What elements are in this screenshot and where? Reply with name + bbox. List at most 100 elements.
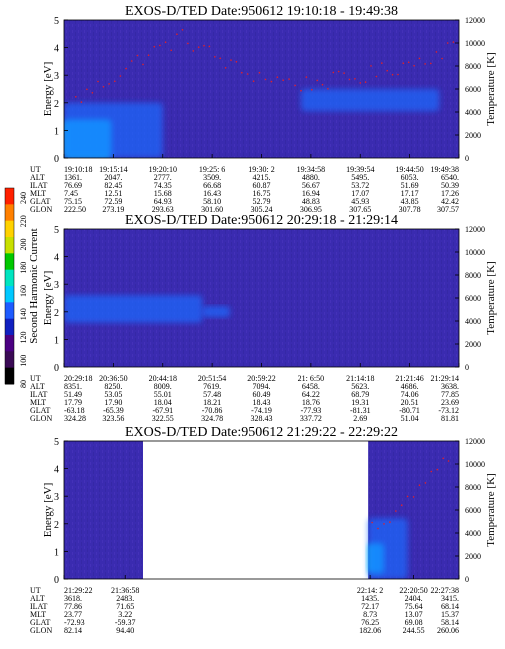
ephemeris-value: -65.39 [103, 406, 124, 415]
temperature-point [246, 73, 249, 75]
ephemeris-value: 20:59:22 [247, 374, 275, 383]
spectrogram-plot-area [64, 20, 459, 158]
ephemeris-value: 71.65 [116, 602, 134, 611]
temperature-point [354, 78, 356, 80]
temperature-point [447, 460, 450, 462]
temperature-point [119, 75, 122, 77]
ephemeris-value: 55.01 [154, 390, 172, 399]
ephemeris-value: 1361. [64, 173, 82, 182]
ephemeris-value: 75.64 [405, 602, 423, 611]
ephemeris-value: 8009. [154, 382, 172, 391]
ephemeris-value: 43.85 [401, 197, 419, 206]
temperature-point [359, 82, 362, 84]
colorbar-segment [5, 188, 14, 205]
temperature-tick-label: 12000 [465, 16, 485, 25]
energy-tick-label: 0 [54, 363, 59, 374]
temperature-axis-label: Temperature [K] [485, 52, 497, 125]
ephemeris-value: 3.22 [118, 610, 132, 619]
ephemeris-value: 76.25 [361, 618, 379, 627]
ephemeris-value: 60.49 [253, 390, 271, 399]
ephemeris-value: 5495. [351, 173, 369, 182]
energy-tick-label: 4 [54, 465, 59, 476]
ephemeris-value: 307.78 [399, 205, 421, 214]
ephemeris-value: 19:25: 6 [199, 165, 225, 174]
ephemeris-value: 58.10 [203, 197, 221, 206]
ephemeris-value: -67.91 [152, 406, 173, 415]
temperature-axis-label: Temperature [K] [485, 473, 497, 546]
ephemeris-value: 2.69 [353, 414, 367, 423]
ephemeris-value: 72.17 [361, 602, 379, 611]
colorbar-tick-label: 140 [19, 308, 28, 320]
ephemeris-row-label: UT [30, 165, 41, 174]
panel-title: EXOS-D/TED Date:950612 19:10:18 - 19:49:… [125, 4, 398, 19]
temperature-point [332, 71, 335, 74]
ephemeris-value: 22:27:38 [431, 586, 459, 595]
spectrogram-panel: EXOS-D/TED Date:950612 19:10:18 - 19:49:… [30, 4, 497, 214]
ephemeris-value: 19:49:38 [431, 165, 459, 174]
ephemeris-value: 305.24 [251, 205, 273, 214]
energy-tick-label: 3 [54, 492, 59, 503]
ephemeris-value: 2777. [154, 173, 172, 182]
colorbar-segment [5, 302, 14, 320]
temperature-point [424, 63, 426, 65]
ephemeris-value: 8250. [104, 382, 122, 391]
ephemeris-value: 307.57 [437, 205, 459, 214]
temperature-point [418, 57, 421, 60]
ephemeris-value: 19:20:10 [149, 165, 177, 174]
ephemeris-value: 51.49 [64, 390, 82, 399]
temperature-point [294, 84, 296, 87]
temperature-point [364, 81, 367, 83]
temperature-tick-label: 4000 [465, 317, 481, 326]
temperature-point [453, 439, 455, 441]
panel-title: EXOS-D/TED Date:950612 21:29:22 - 22:29:… [125, 425, 398, 440]
ephemeris-row-label: MLT [30, 398, 46, 407]
temperature-point [430, 62, 432, 65]
ephemeris-value: 8.73 [363, 610, 377, 619]
temperature-point [430, 470, 433, 473]
ephemeris-value: 19:44:50 [395, 165, 423, 174]
ephemeris-value: 16.94 [302, 189, 320, 198]
temperature-point [370, 65, 372, 67]
ephemeris-value: 66.68 [203, 181, 221, 190]
ephemeris-value: 21: 6:50 [298, 374, 324, 383]
energy-tick-label: 4 [54, 44, 59, 55]
temperature-trace [371, 439, 455, 530]
ephemeris-value: 19:15:14 [99, 165, 127, 174]
temperature-point [337, 70, 340, 73]
ephemeris-value: 81.81 [441, 414, 459, 423]
temperature-point [208, 45, 211, 48]
temperature-point [381, 62, 383, 64]
ephemeris-value: 2404. [405, 594, 423, 603]
ephemeris-row-label: GLAT [30, 197, 51, 206]
ephemeris-value: 18.04 [154, 398, 172, 407]
temperature-point [164, 41, 167, 43]
ephemeris-value: 16.75 [253, 189, 271, 198]
colorbar-tick-label: 120 [19, 332, 28, 344]
colorbar-segment [5, 269, 14, 287]
ephemeris-row-label: GLON [30, 414, 52, 423]
ephemeris-value: 19:39:54 [346, 165, 374, 174]
ephemeris-row-label: ILAT [30, 181, 47, 190]
temperature-point [219, 57, 221, 60]
temperature-tick-label: 4000 [465, 529, 481, 538]
ephemeris-value: -77.93 [301, 406, 322, 415]
ephemeris-value: 4880. [302, 173, 320, 182]
ephemeris-value: 77.86 [64, 602, 82, 611]
temperature-tick-label: 8000 [465, 483, 481, 492]
temperature-point [446, 42, 449, 44]
ephemeris-value: -81.31 [350, 406, 371, 415]
temperature-axis-label: Temperature [K] [485, 261, 497, 334]
ephemeris-value: -74.19 [251, 406, 272, 415]
ephemeris-value: 222.50 [64, 205, 86, 214]
temperature-point [395, 510, 397, 512]
ephemeris-value: 22:14: 2 [357, 586, 383, 595]
ephemeris-value: 77.85 [441, 390, 459, 399]
ephemeris-value: 58.14 [441, 618, 459, 627]
ephemeris-value: 76.69 [64, 181, 82, 190]
temperature-point [282, 79, 285, 81]
ephemeris-value: 20:36:50 [99, 374, 127, 383]
temperature-tick-label: 0 [465, 363, 469, 372]
ephemeris-value: 48.83 [302, 197, 320, 206]
ephemeris-value: 19:30: 2 [248, 165, 274, 174]
